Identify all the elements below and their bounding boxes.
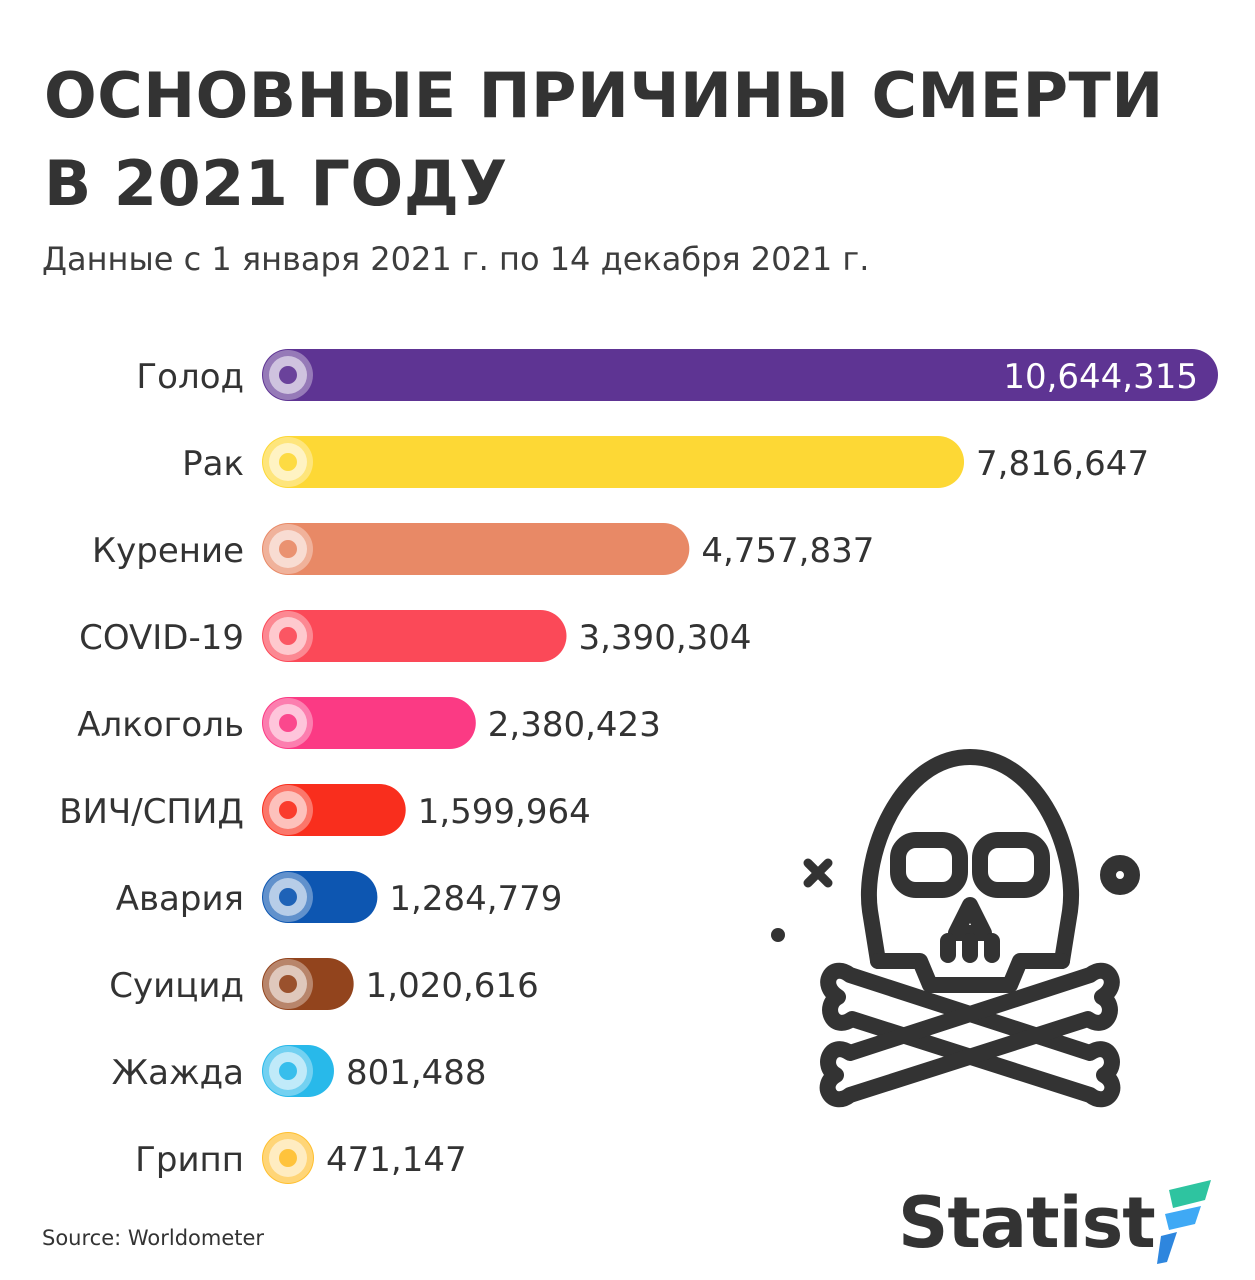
value-label: 1,020,616 [366, 966, 539, 1006]
category-label: ВИЧ/СПИД [59, 792, 244, 832]
cancer-icon [263, 437, 313, 487]
title-line-2: В 2021 ГОДУ [44, 147, 508, 220]
hiv-icon [263, 785, 313, 835]
bar [262, 697, 476, 749]
value-label: 10,644,315 [1003, 357, 1198, 397]
flu-icon [263, 1133, 313, 1183]
value-label: 1,599,964 [418, 792, 591, 832]
subtitle: Данные с 1 января 2021 г. по 14 декабря … [42, 240, 870, 278]
category-label: Авария [116, 879, 244, 919]
covid-icon [263, 611, 313, 661]
skull-crossbones-icon [771, 749, 1140, 1108]
accident-icon [263, 872, 313, 922]
title-line-1: ОСНОВНЫЕ ПРИЧИНЫ СМЕРТИ [44, 59, 1164, 132]
bar-chart: Голод 10,644,315 Рак 7,816,647 Курение 4,757,… [59, 349, 1218, 1184]
hunger-icon [263, 350, 313, 400]
bar [262, 436, 965, 488]
bar [262, 610, 567, 662]
statist-logo-icon [1156, 1180, 1211, 1264]
category-label: COVID-19 [79, 618, 244, 658]
thirst-icon [263, 1046, 313, 1096]
suicide-icon [263, 959, 313, 1009]
value-label: 7,816,647 [976, 444, 1149, 484]
bar [262, 349, 1218, 401]
value-label: 4,757,837 [701, 531, 874, 571]
category-label: Грипп [135, 1140, 244, 1180]
value-label: 3,390,304 [578, 618, 751, 658]
category-label: Рак [182, 444, 244, 484]
category-label: Голод [136, 357, 244, 397]
statist-logo: Statist [898, 1178, 1215, 1268]
value-label: 2,380,423 [488, 705, 661, 745]
logo-text: Statist [898, 1182, 1156, 1264]
value-label: 471,147 [326, 1140, 467, 1180]
category-label: Суицид [109, 966, 244, 1006]
alcohol-icon [263, 698, 313, 748]
category-label: Алкоголь [77, 705, 244, 745]
bar [262, 523, 690, 575]
value-label: 1,284,779 [389, 879, 562, 919]
smoking-icon [263, 524, 313, 574]
source-note: Source: Worldometer [42, 1226, 265, 1250]
category-label: Курение [92, 531, 244, 571]
page-title: ОСНОВНЫЕ ПРИЧИНЫ СМЕРТИ В 2021 ГОДУ [44, 52, 1194, 228]
value-label: 801,488 [346, 1053, 487, 1093]
category-label: Жажда [112, 1053, 244, 1093]
